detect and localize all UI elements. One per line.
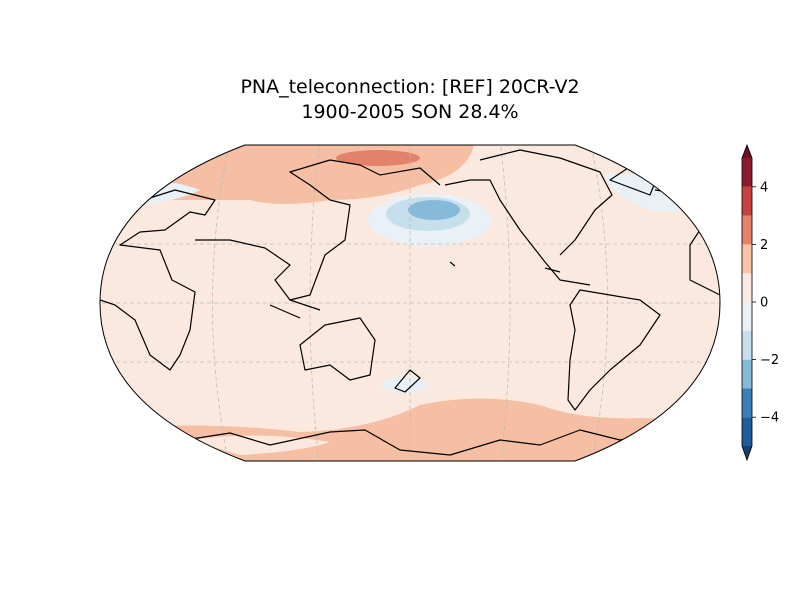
- anomaly-negative: [408, 200, 460, 220]
- colorbar-band: [742, 273, 752, 302]
- anomaly-weak: [190, 435, 330, 455]
- colorbar-tick-label: −2: [760, 353, 779, 368]
- title-line-2: 1900-2005 SON 28.4%: [301, 101, 518, 123]
- colorbar-extend-under: [742, 446, 752, 460]
- map: [100, 145, 720, 461]
- colorbar-outline: [741, 143, 753, 462]
- anomaly-negative: [381, 377, 429, 393]
- colorbar-band: [742, 302, 752, 331]
- colorbar-band: [742, 215, 752, 245]
- map-frame: [99, 144, 721, 462]
- colorbar-tick-label: 0: [760, 296, 768, 311]
- colorbar-band: [742, 359, 752, 389]
- colorbar-band: [742, 244, 752, 274]
- colorbar-band: [742, 330, 752, 360]
- colorbar-band: [742, 388, 752, 418]
- colorbar-tick-label: −4: [760, 411, 779, 426]
- title-line-1: PNA_teleconnection: [REF] 20CR-V2: [240, 76, 579, 98]
- anomaly-strong-positive: [336, 150, 420, 166]
- colorbar-band: [742, 158, 752, 187]
- colorbar-extend-over: [742, 145, 752, 158]
- colorbar-tick-label: 2: [760, 238, 768, 253]
- colorbar: −4 −2 0 2 4: [741, 143, 779, 462]
- colorbar-tick-label: 4: [760, 180, 768, 195]
- colorbar-band: [742, 186, 752, 216]
- colorbar-band: [742, 417, 752, 446]
